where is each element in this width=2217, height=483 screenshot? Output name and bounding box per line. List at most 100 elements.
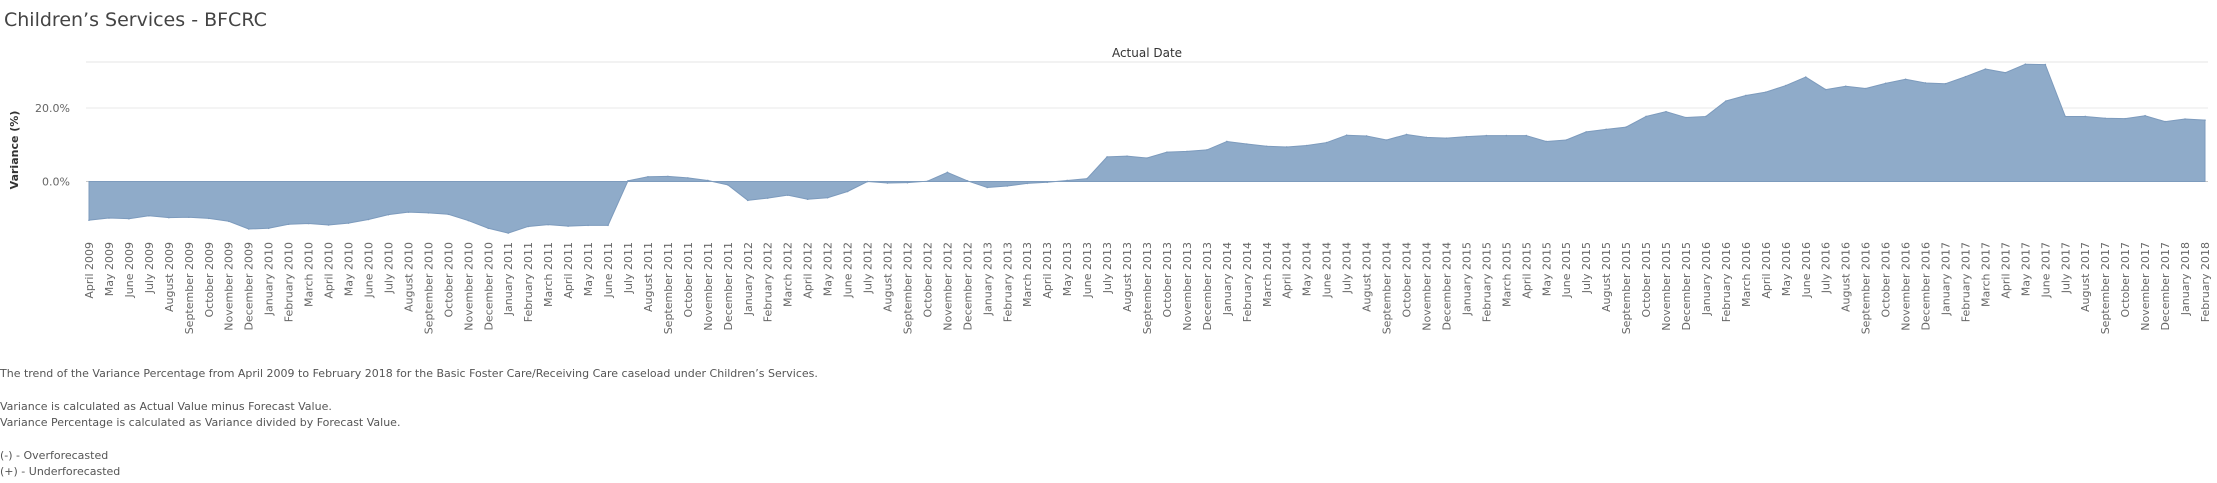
data-point <box>188 216 190 219</box>
data-point <box>1485 134 1488 137</box>
data-point <box>507 232 510 234</box>
x-tick-label: January 2015 <box>1460 242 1473 316</box>
x-tick-label: March 2014 <box>1261 242 1274 307</box>
x-tick-label: December 2017 <box>2159 242 2172 331</box>
x-tick-label: April 2017 <box>1999 242 2012 299</box>
x-tick-label: February 2012 <box>762 242 775 322</box>
x-tick-label: September 2014 <box>1381 242 1394 334</box>
data-point <box>1006 185 1009 187</box>
data-point <box>886 182 889 184</box>
data-point <box>267 227 270 230</box>
x-tick-label: November 2012 <box>941 242 954 331</box>
data-point <box>1445 137 1448 139</box>
x-tick-label: January 2017 <box>1939 242 1952 316</box>
data-point <box>88 219 90 221</box>
x-tick-label: October 2017 <box>2119 242 2132 318</box>
data-point <box>2104 117 2106 120</box>
data-point <box>427 212 430 214</box>
x-tick-label: April 2013 <box>1041 242 1054 299</box>
x-tick-label: August 2012 <box>881 242 894 312</box>
x-tick-label: May 2010 <box>343 242 356 296</box>
x-tick-label: November 2015 <box>1660 242 1673 331</box>
x-tick-label: December 2010 <box>482 242 495 331</box>
area-chart: Actual Date Variance (%) 0.0% 20.0% April… <box>8 46 2212 334</box>
data-point <box>946 171 949 174</box>
x-tick-label: April 2010 <box>323 242 336 299</box>
data-point <box>1106 156 1108 158</box>
data-point <box>1585 131 1587 133</box>
x-tick-label: November 2011 <box>702 242 715 331</box>
x-tick-label: November 2010 <box>462 242 475 331</box>
x-tick-label: July 2010 <box>382 242 395 294</box>
data-point <box>1226 140 1228 143</box>
x-tick-label: October 2014 <box>1401 242 1414 318</box>
x-tick-label: March 2012 <box>782 242 795 307</box>
y-tick-label: 20.0% <box>35 102 70 115</box>
data-point <box>367 218 370 221</box>
x-tick-label: May 2009 <box>103 242 116 296</box>
data-point <box>1804 76 1807 78</box>
data-point <box>846 190 849 193</box>
data-point <box>1625 126 1627 128</box>
x-tick-label: September 2010 <box>422 242 435 334</box>
data-point <box>1246 143 1248 145</box>
data-point <box>2064 115 2067 118</box>
x-tick-label: September 2017 <box>2099 242 2112 334</box>
data-point <box>148 214 150 217</box>
x-tick-label: February 2016 <box>1720 242 1733 322</box>
data-point <box>766 197 769 199</box>
data-point <box>1605 128 1607 131</box>
data-point <box>1186 150 1188 153</box>
page-title: Children’s Services - BFCRC <box>4 9 267 31</box>
x-tick-label: May 2016 <box>1780 242 1793 296</box>
x-tick-label: March 2011 <box>542 242 555 307</box>
x-tick-label: August 2009 <box>163 242 176 312</box>
y-axis: 0.0% 20.0% <box>35 102 70 189</box>
x-axis: April 2009 May 2009 June 2009 July 2009 Augu… <box>83 242 2212 334</box>
x-tick-label: August 2015 <box>1600 242 1613 312</box>
x-tick-label: October 2015 <box>1640 242 1653 318</box>
x-tick-label: February 2015 <box>1480 242 1493 322</box>
data-point <box>726 184 729 186</box>
x-tick-label: September 2011 <box>662 242 675 334</box>
note-percentage-definition: Variance Percentage is calculated as Var… <box>0 416 401 429</box>
variance-area <box>88 63 2206 234</box>
data-point <box>966 180 969 182</box>
x-tick-label: October 2016 <box>1880 242 1893 318</box>
data-point <box>447 213 450 216</box>
data-point <box>1924 82 1927 84</box>
data-point <box>1086 177 1088 180</box>
x-tick-label: May 2013 <box>1061 242 1074 296</box>
data-point <box>567 225 569 227</box>
data-point <box>647 175 649 178</box>
x-tick-label: August 2011 <box>642 242 655 312</box>
x-tick-label: November 2017 <box>2139 242 2152 331</box>
x-tick-label: January 2012 <box>742 242 755 316</box>
data-point <box>1685 116 1687 119</box>
x-tick-label: June 2012 <box>842 242 855 298</box>
data-point <box>1525 134 1528 137</box>
data-point <box>1784 84 1787 87</box>
x-tick-label: February 2014 <box>1241 242 1254 322</box>
x-tick-label: June 2017 <box>2039 242 2052 298</box>
note-spacer <box>0 383 818 399</box>
x-tick-label: August 2014 <box>1361 242 1374 312</box>
data-point <box>1505 134 1508 137</box>
data-point <box>1206 149 1208 151</box>
x-tick-label: December 2015 <box>1680 242 1693 331</box>
data-point <box>1705 115 1707 118</box>
note-overforecasted: (-) - Overforecasted <box>0 448 109 462</box>
x-tick-label: May 2017 <box>2019 242 2032 296</box>
x-tick-label: August 2017 <box>2079 242 2092 312</box>
data-point <box>2024 63 2027 66</box>
x-tick-label: June 2014 <box>1321 242 1334 298</box>
data-point <box>986 186 989 189</box>
x-tick-label: March 2015 <box>1500 242 1513 307</box>
x-tick-label: June 2011 <box>602 242 615 298</box>
area-series <box>88 63 2206 234</box>
x-tick-label: April 2011 <box>562 242 575 299</box>
description-notes: The trend of the Variance Percentage fro… <box>0 366 818 481</box>
x-tick-label: July 2017 <box>2059 242 2072 294</box>
data-point <box>1545 140 1548 143</box>
x-tick-label: July 2011 <box>622 242 635 294</box>
